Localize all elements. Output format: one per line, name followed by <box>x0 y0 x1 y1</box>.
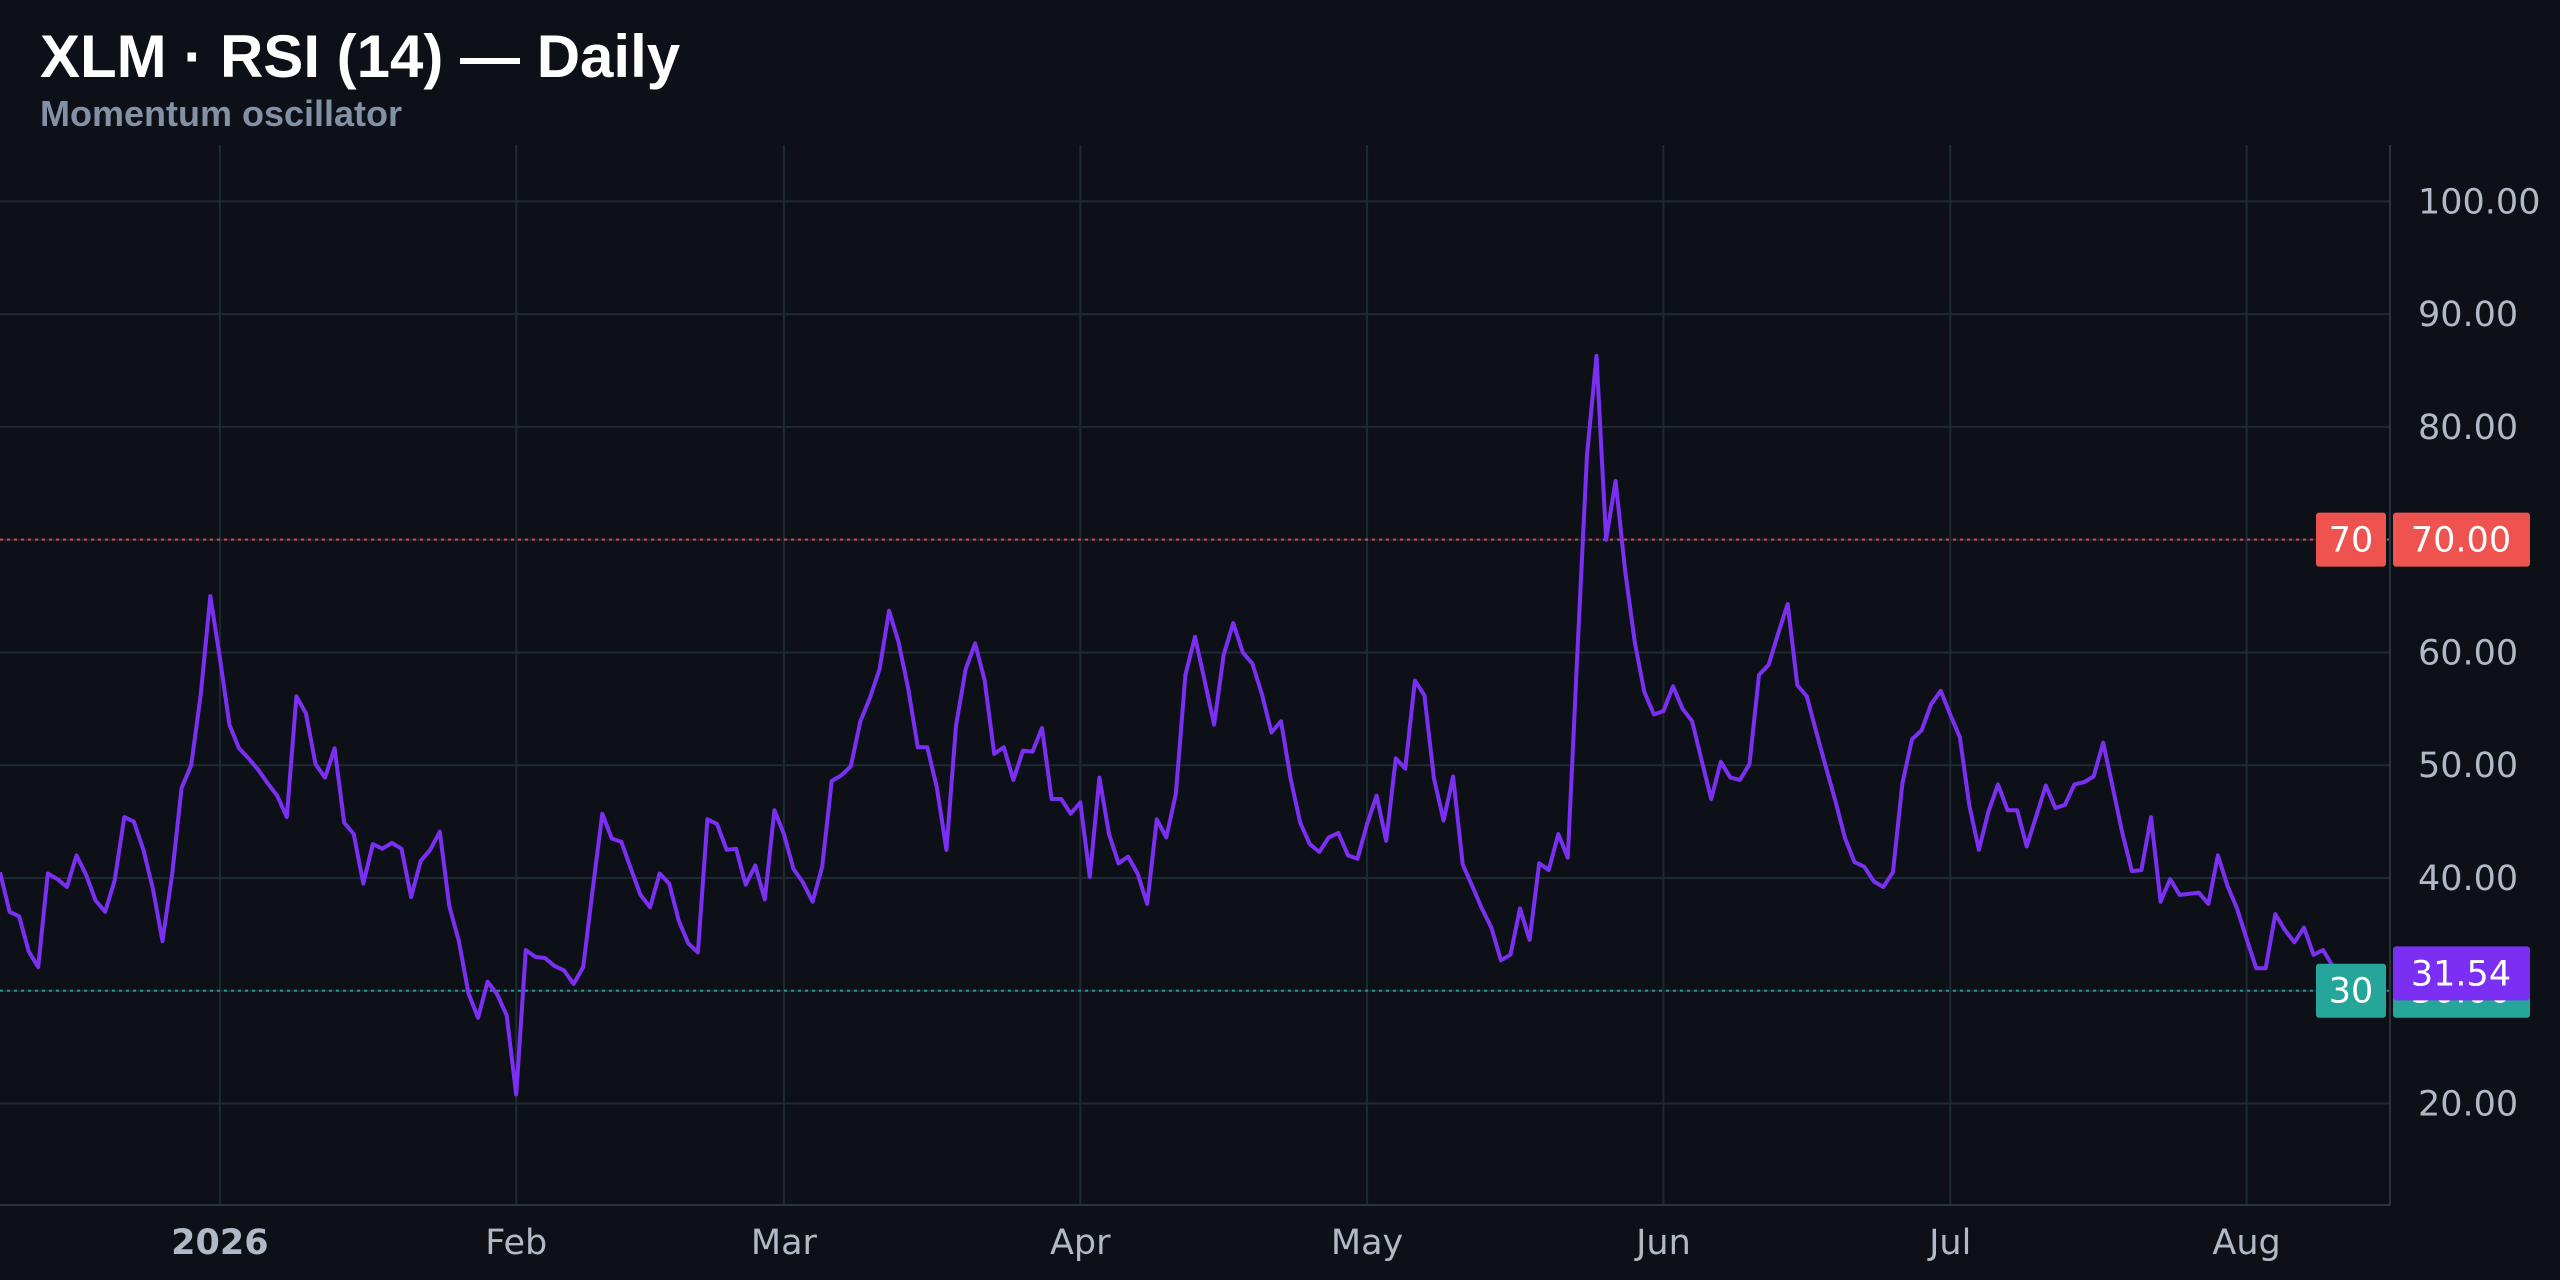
y-tick-label: 20.00 <box>2418 1085 2518 1125</box>
y-tick-label: 40.00 <box>2418 859 2518 899</box>
ref-badge-30 <box>2316 963 2386 1018</box>
last-value-text: 31.54 <box>2411 954 2511 994</box>
x-tick-label: Apr <box>1050 1223 1111 1263</box>
axis-badge-70 <box>2393 512 2530 567</box>
ref-badge-text: 70 <box>2329 521 2374 561</box>
x-tick-label: Jun <box>1634 1223 1691 1263</box>
y-tick-label: 50.00 <box>2418 746 2518 786</box>
x-tick-label: 2026 <box>171 1223 268 1263</box>
axis-badge-text: 70.00 <box>2411 521 2511 561</box>
last-value-badge <box>2393 946 2530 1001</box>
rsi-series-line[interactable] <box>0 353 2352 1097</box>
x-tick-label: Jul <box>1927 1223 1971 1263</box>
x-tick-label: May <box>1331 1223 1403 1263</box>
y-tick-label: 100.00 <box>2418 182 2540 222</box>
grid <box>0 145 2390 1205</box>
y-tick-label: 60.00 <box>2418 633 2518 673</box>
chart-title: XLM · RSI (14) — Daily <box>40 23 681 90</box>
x-tick-label: Aug <box>2212 1223 2280 1263</box>
y-axis-labels: 20.00 40.00 50.00 60.00 80.00 90.00 100.00 <box>2418 182 2540 1124</box>
y-tick-label: 90.00 <box>2418 295 2518 335</box>
chart-subtitle: Momentum oscillator <box>40 93 403 134</box>
x-tick-label: Feb <box>485 1223 547 1263</box>
x-tick-label: Mar <box>751 1223 818 1263</box>
x-axis-labels: 2026 Feb Mar Apr May Jun Jul Aug <box>171 1223 2281 1263</box>
ref-badge-70 <box>2316 512 2386 567</box>
ref-badge-text: 30 <box>2329 972 2374 1012</box>
y-tick-label: 80.00 <box>2418 408 2518 448</box>
